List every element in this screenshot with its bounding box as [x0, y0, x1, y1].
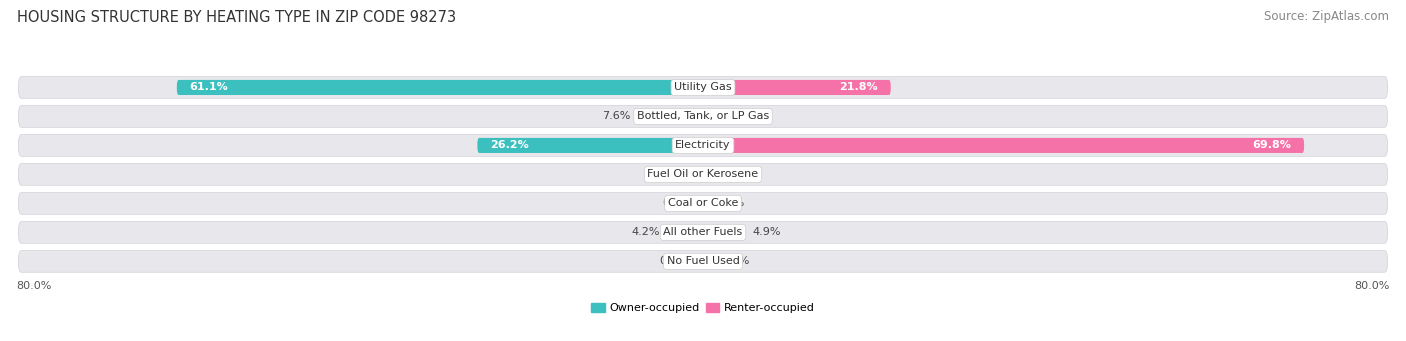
Text: Fuel Oil or Kerosene: Fuel Oil or Kerosene	[647, 169, 759, 179]
FancyBboxPatch shape	[666, 225, 703, 240]
Text: 80.0%: 80.0%	[1354, 281, 1389, 291]
FancyBboxPatch shape	[637, 109, 703, 124]
FancyBboxPatch shape	[478, 138, 703, 153]
Text: 61.1%: 61.1%	[190, 83, 229, 92]
Text: 69.8%: 69.8%	[1253, 140, 1291, 150]
Text: Utility Gas: Utility Gas	[675, 83, 731, 92]
FancyBboxPatch shape	[18, 251, 1388, 272]
Text: 1.1%: 1.1%	[720, 169, 748, 179]
Text: 26.2%: 26.2%	[491, 140, 529, 150]
Text: 0.0%: 0.0%	[662, 198, 690, 208]
Text: 0.0%: 0.0%	[716, 198, 744, 208]
FancyBboxPatch shape	[18, 222, 1388, 243]
FancyBboxPatch shape	[697, 167, 703, 182]
Text: 4.9%: 4.9%	[752, 227, 780, 237]
Text: 0.72%: 0.72%	[654, 169, 690, 179]
Text: 0.15%: 0.15%	[659, 256, 695, 266]
FancyBboxPatch shape	[703, 138, 1305, 153]
FancyBboxPatch shape	[703, 225, 745, 240]
Text: 7.6%: 7.6%	[602, 112, 631, 121]
Text: No Fuel Used: No Fuel Used	[666, 256, 740, 266]
Legend: Owner-occupied, Renter-occupied: Owner-occupied, Renter-occupied	[586, 298, 820, 318]
FancyBboxPatch shape	[18, 77, 1388, 98]
Text: 80.0%: 80.0%	[17, 281, 52, 291]
FancyBboxPatch shape	[702, 254, 703, 269]
Text: 21.8%: 21.8%	[839, 83, 877, 92]
Text: HOUSING STRUCTURE BY HEATING TYPE IN ZIP CODE 98273: HOUSING STRUCTURE BY HEATING TYPE IN ZIP…	[17, 10, 456, 25]
Text: Electricity: Electricity	[675, 140, 731, 150]
FancyBboxPatch shape	[18, 164, 1388, 185]
FancyBboxPatch shape	[703, 109, 711, 124]
FancyBboxPatch shape	[18, 106, 1388, 127]
FancyBboxPatch shape	[18, 193, 1388, 214]
Text: 4.2%: 4.2%	[631, 227, 659, 237]
Text: Bottled, Tank, or LP Gas: Bottled, Tank, or LP Gas	[637, 112, 769, 121]
Text: Source: ZipAtlas.com: Source: ZipAtlas.com	[1264, 10, 1389, 23]
FancyBboxPatch shape	[703, 80, 891, 95]
FancyBboxPatch shape	[703, 254, 716, 269]
Text: All other Fuels: All other Fuels	[664, 227, 742, 237]
FancyBboxPatch shape	[703, 167, 713, 182]
Text: 1.4%: 1.4%	[721, 256, 751, 266]
Text: 1.0%: 1.0%	[718, 112, 747, 121]
Text: Coal or Coke: Coal or Coke	[668, 198, 738, 208]
FancyBboxPatch shape	[177, 80, 703, 95]
FancyBboxPatch shape	[18, 135, 1388, 156]
